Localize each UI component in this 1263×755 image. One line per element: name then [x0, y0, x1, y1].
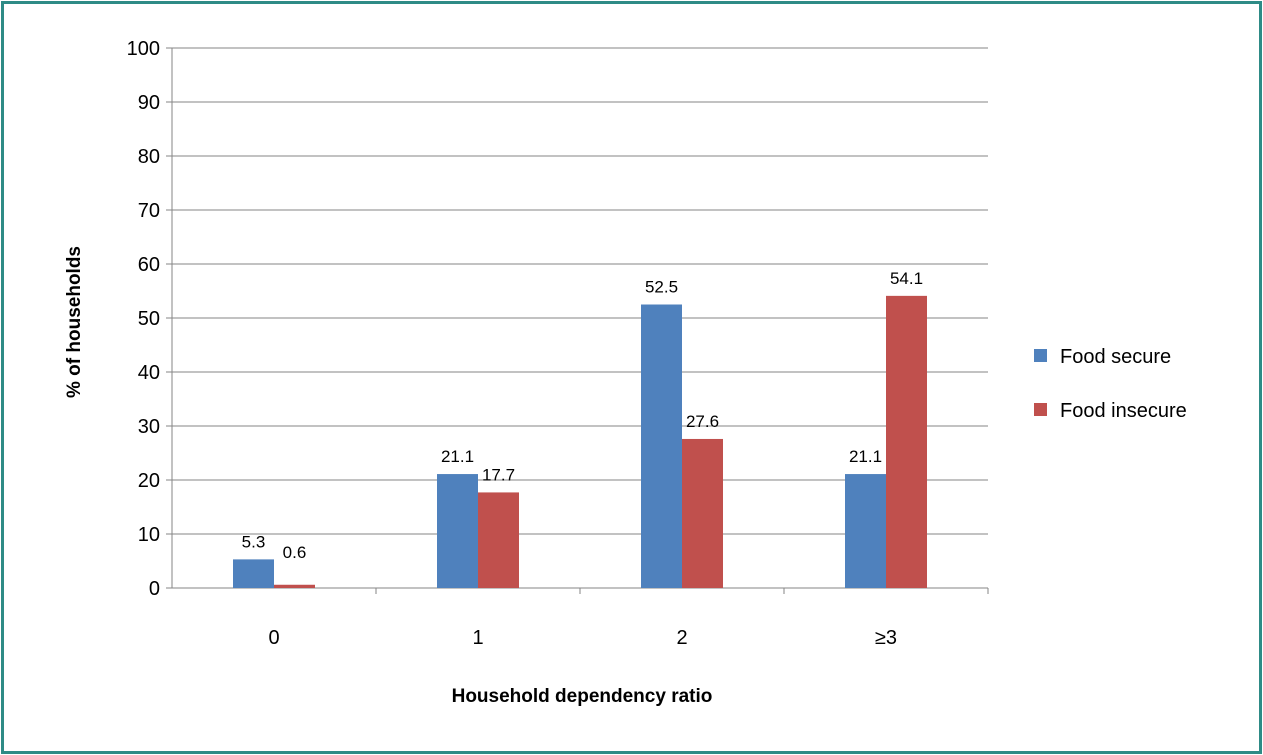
legend-label-food-insecure: Food insecure: [1060, 400, 1187, 422]
data-label: 52.5: [645, 278, 678, 297]
data-label: 5.3: [242, 532, 266, 551]
bar: [274, 584, 315, 588]
data-label: 21.1: [441, 447, 474, 466]
y-tick-label: 0: [149, 578, 160, 600]
data-label: 0.6: [283, 543, 307, 562]
y-tick-label: 10: [138, 524, 160, 546]
legend-swatch-food-secure: [1034, 349, 1047, 362]
y-tick-label: 60: [138, 254, 160, 276]
x-axis-ticks: 0 1 2 ≥3: [268, 588, 989, 649]
legend: Food secure Food insecure: [1034, 346, 1187, 422]
y-tick-label: 70: [138, 200, 160, 222]
bar: [478, 492, 519, 588]
x-tick-label: ≥3: [875, 627, 897, 649]
y-tick-label: 100: [127, 38, 160, 60]
data-label: 21.1: [849, 447, 882, 466]
bar: [886, 295, 927, 588]
bar: [845, 474, 886, 588]
data-label: 27.6: [686, 412, 719, 431]
y-axis-title: % of households: [64, 246, 85, 398]
y-tick-label: 80: [138, 146, 160, 168]
y-tick-label: 30: [138, 416, 160, 438]
bar: [641, 304, 682, 588]
legend-swatch-food-insecure: [1034, 403, 1047, 416]
y-tick-label: 50: [138, 308, 160, 330]
x-axis-title: Household dependency ratio: [452, 686, 713, 707]
y-tick-label: 90: [138, 92, 160, 114]
bar: [682, 438, 723, 588]
data-label: 54.1: [890, 269, 923, 288]
bar: [437, 474, 478, 588]
legend-label-food-secure: Food secure: [1060, 346, 1171, 368]
x-tick-label: 2: [676, 627, 687, 649]
x-tick-label: 0: [268, 627, 279, 649]
y-tick-label: 20: [138, 470, 160, 492]
x-tick-label: 1: [472, 627, 483, 649]
y-axis-ticks: 0 10 20 30 40 50 60 70 80 90 100: [127, 38, 160, 600]
data-labels: 5.3 0.6 21.1 17.7 52.5 27.6 21.1 54.1: [242, 269, 923, 562]
bar: [233, 559, 274, 588]
data-label: 17.7: [482, 465, 515, 484]
bars: [233, 295, 927, 588]
y-tick-label: 40: [138, 362, 160, 384]
